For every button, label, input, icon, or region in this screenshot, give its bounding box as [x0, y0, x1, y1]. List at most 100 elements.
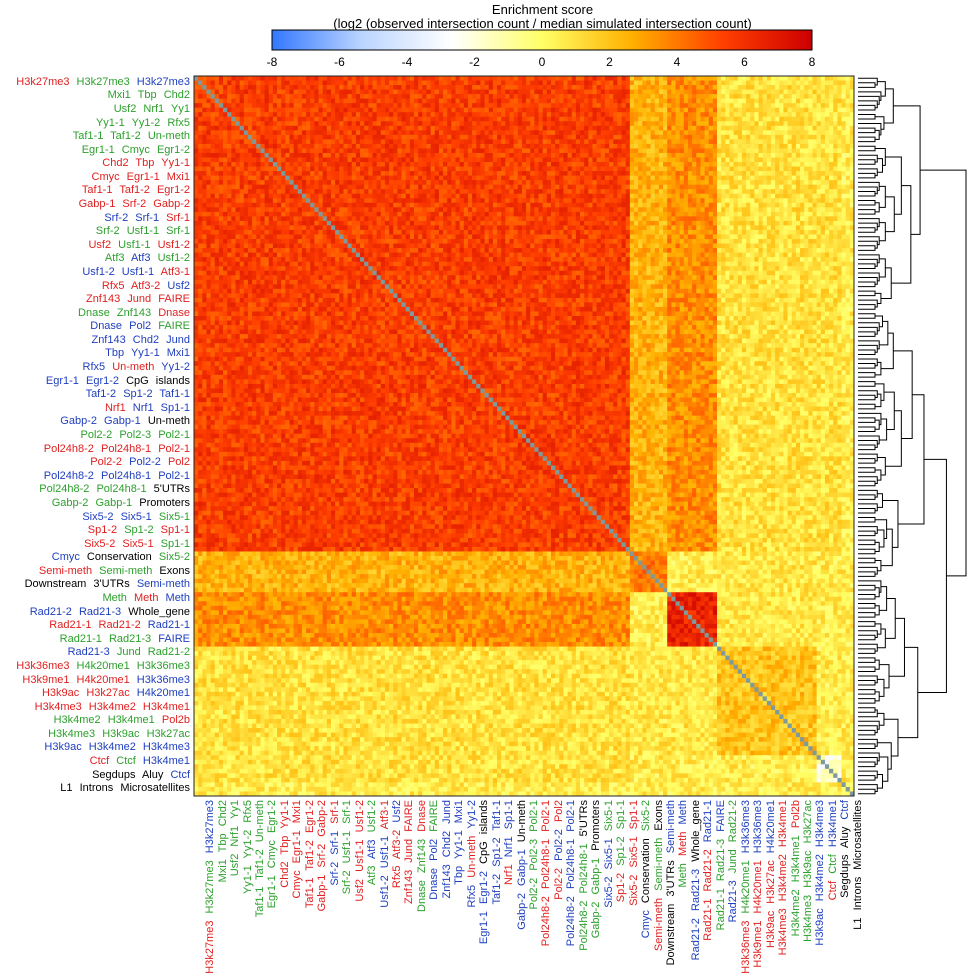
heatmap-cell — [734, 144, 739, 149]
heatmap-cell — [551, 148, 556, 153]
heatmap-cell — [742, 121, 747, 126]
heatmap-cell — [393, 194, 398, 199]
heatmap-cell — [314, 153, 319, 158]
heatmap-cell — [837, 76, 842, 81]
heatmap-cell — [700, 189, 705, 194]
heatmap-cell — [829, 85, 834, 90]
heatmap-cell — [775, 135, 780, 140]
heatmap-cell — [285, 153, 290, 158]
heatmap-cell — [754, 180, 759, 185]
heatmap-cell — [700, 162, 705, 167]
heatmap-cell — [231, 162, 236, 167]
heatmap-cell — [418, 198, 423, 203]
heatmap-cell — [530, 94, 535, 99]
heatmap-cell — [240, 112, 245, 117]
heatmap-cell — [202, 144, 207, 149]
heatmap-cell — [202, 108, 207, 113]
heatmap-cell — [671, 153, 676, 158]
heatmap-cell — [750, 117, 755, 122]
heatmap-cell — [539, 144, 544, 149]
heatmap-cell — [439, 94, 444, 99]
heatmap-cell — [842, 99, 847, 104]
heatmap-cell — [588, 153, 593, 158]
heatmap-cell — [688, 85, 693, 90]
heatmap-cell — [688, 167, 693, 172]
heatmap-cell — [779, 148, 784, 153]
heatmap-cell — [493, 167, 498, 172]
heatmap-cell — [630, 167, 635, 172]
heatmap-cell — [294, 139, 299, 144]
heatmap-cell — [842, 81, 847, 86]
heatmap-cell — [738, 112, 743, 117]
heatmap-cell — [800, 171, 805, 176]
heatmap-cell — [539, 117, 544, 122]
heatmap-cell — [206, 126, 211, 131]
heatmap-cell — [588, 167, 593, 172]
heatmap-cell — [509, 81, 514, 86]
heatmap-cell — [431, 126, 436, 131]
heatmap-cell — [676, 90, 681, 95]
heatmap-cell — [294, 162, 299, 167]
heatmap-cell — [339, 185, 344, 190]
heatmap-cell — [580, 158, 585, 163]
heatmap-cell — [356, 148, 361, 153]
heatmap-cell — [684, 171, 689, 176]
heatmap-cell — [700, 121, 705, 126]
heatmap-cell — [559, 162, 564, 167]
heatmap-cell — [738, 185, 743, 190]
heatmap-cell — [236, 180, 241, 185]
heatmap-cell — [676, 158, 681, 163]
heatmap-cell — [580, 90, 585, 95]
heatmap-cell — [738, 81, 743, 86]
heatmap-cell — [472, 153, 477, 158]
heatmap-cell — [526, 189, 531, 194]
heatmap-cell — [829, 198, 834, 203]
heatmap-cell — [713, 198, 718, 203]
heatmap-cell — [389, 117, 394, 122]
heatmap-cell — [289, 121, 294, 126]
heatmap-cell — [592, 85, 597, 90]
heatmap-cell — [705, 162, 710, 167]
heatmap-cell — [377, 185, 382, 190]
heatmap-cell — [804, 103, 809, 108]
heatmap-cell — [833, 176, 838, 181]
heatmap-cell — [592, 108, 597, 113]
heatmap-cell — [659, 162, 664, 167]
heatmap-cell — [709, 112, 714, 117]
heatmap-cell — [509, 203, 514, 208]
heatmap-cell — [480, 144, 485, 149]
heatmap-cell — [273, 94, 278, 99]
heatmap-cell — [617, 103, 622, 108]
heatmap-cell — [559, 171, 564, 176]
heatmap-cell — [584, 117, 589, 122]
heatmap-cell — [285, 180, 290, 185]
heatmap-cell — [796, 99, 801, 104]
heatmap-cell — [385, 171, 390, 176]
heatmap-cell — [609, 94, 614, 99]
heatmap-cell — [480, 189, 485, 194]
heatmap-cell — [555, 76, 560, 81]
heatmap-cell — [215, 167, 220, 172]
heatmap-cell — [298, 85, 303, 90]
heatmap-cell — [298, 148, 303, 153]
heatmap-cell — [431, 121, 436, 126]
heatmap-cell — [431, 99, 436, 104]
heatmap-cell — [310, 189, 315, 194]
heatmap-cell — [385, 144, 390, 149]
heatmap-cell — [439, 144, 444, 149]
heatmap-cell — [397, 203, 402, 208]
heatmap-cell — [572, 171, 577, 176]
heatmap-cell — [339, 135, 344, 140]
heatmap-cell — [476, 180, 481, 185]
heatmap-cell — [667, 162, 672, 167]
heatmap-cell — [260, 180, 265, 185]
heatmap-cell — [343, 90, 348, 95]
heatmap-cell — [364, 108, 369, 113]
heatmap-cell — [352, 139, 357, 144]
heatmap-cell — [485, 117, 490, 122]
heatmap-cell — [605, 148, 610, 153]
heatmap-cell — [194, 108, 199, 113]
heatmap-cell — [447, 81, 452, 86]
heatmap-cell — [489, 81, 494, 86]
heatmap-cell — [750, 189, 755, 194]
